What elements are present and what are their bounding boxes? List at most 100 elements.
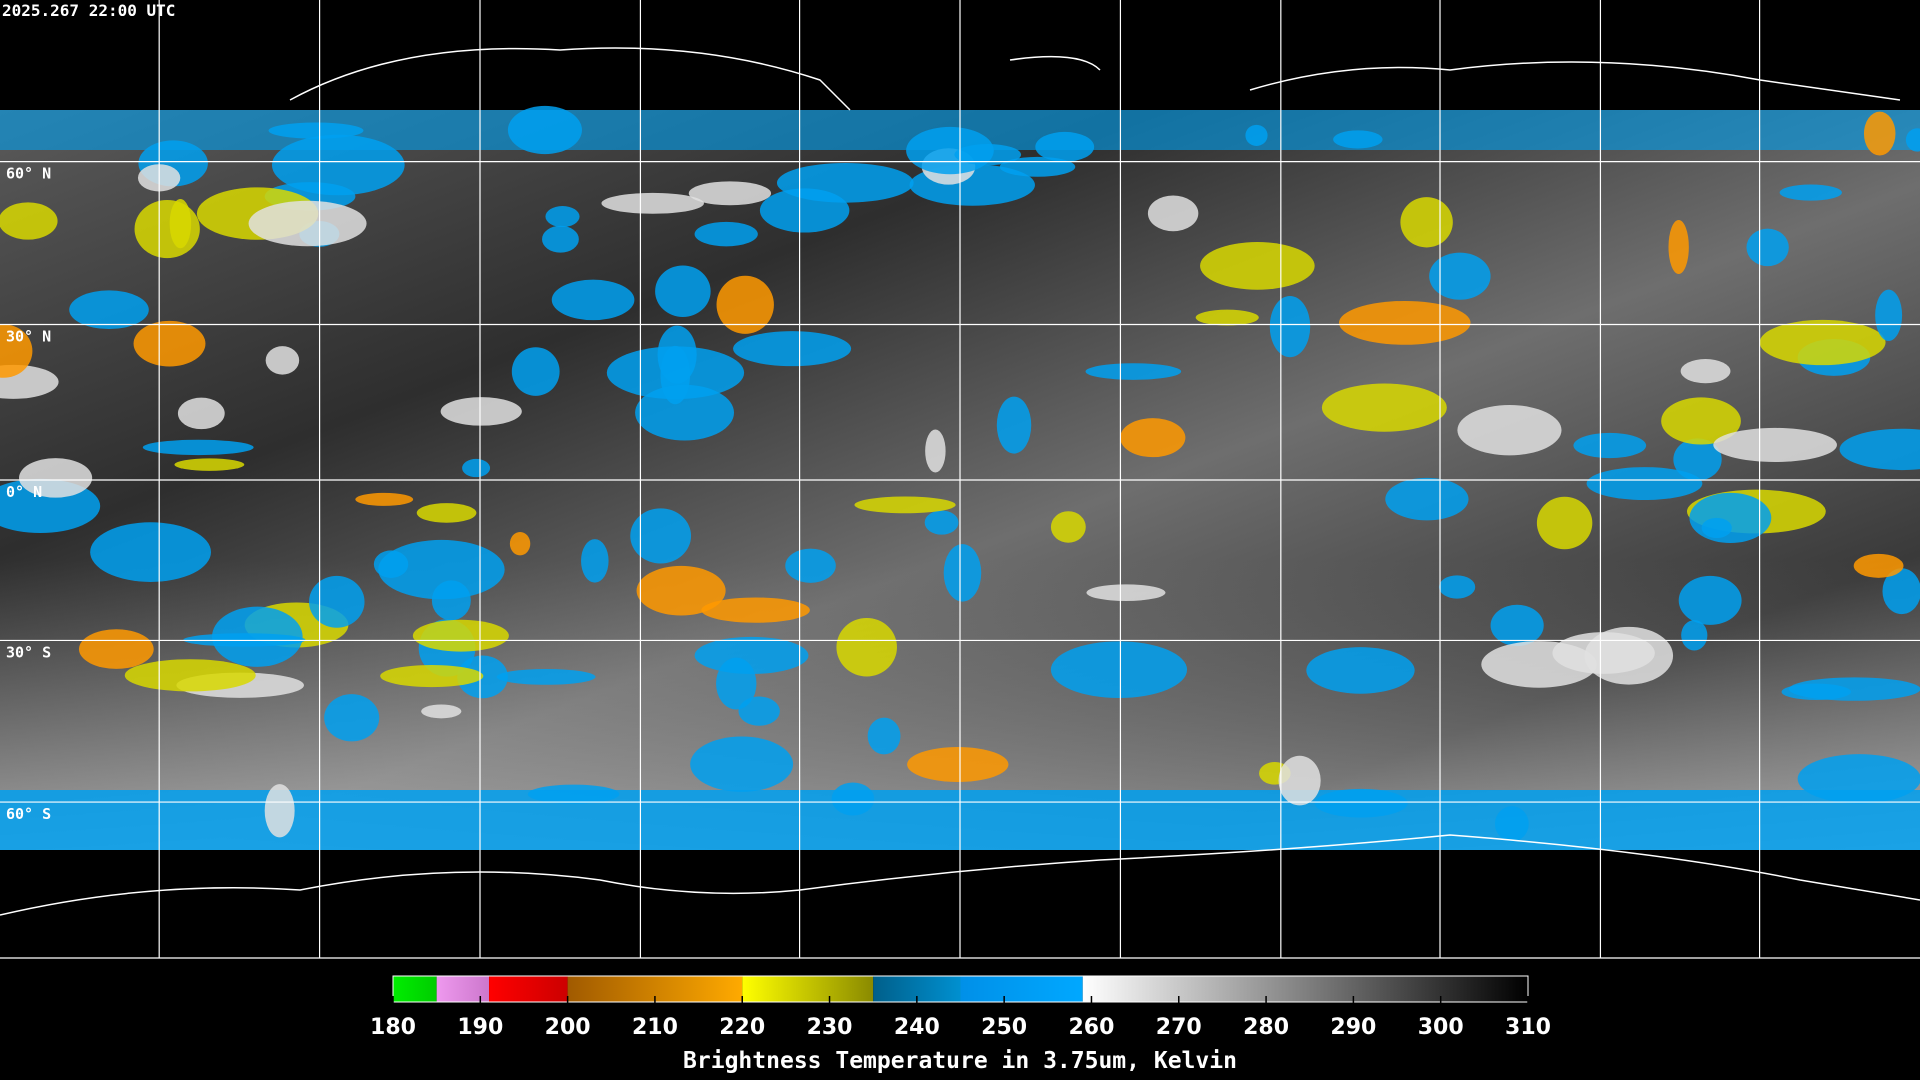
cloud-blob bbox=[1839, 428, 1920, 471]
cloud-blob bbox=[1147, 195, 1199, 232]
cloud-blob bbox=[1314, 788, 1408, 818]
cloud-blob bbox=[1050, 641, 1188, 699]
cloud-blob bbox=[142, 439, 254, 456]
coastlines bbox=[0, 47, 1920, 916]
latitude-label: 30° S bbox=[6, 643, 51, 661]
cloud-blob bbox=[924, 510, 959, 535]
cloud-blob bbox=[248, 200, 367, 247]
cloud-blob bbox=[716, 275, 774, 334]
cloud-blob bbox=[1573, 432, 1647, 459]
cloud-blob bbox=[1797, 754, 1920, 804]
colorbar-segment bbox=[436, 976, 490, 1002]
cloud-blob bbox=[1905, 128, 1920, 152]
cloud-blob bbox=[545, 206, 580, 228]
cloud-blob bbox=[906, 126, 994, 175]
cloud-blob bbox=[999, 156, 1076, 177]
cloud-blob bbox=[1494, 806, 1529, 842]
cloud-blob bbox=[507, 105, 582, 155]
cloud-blob bbox=[373, 550, 409, 578]
cloud-blob bbox=[324, 694, 380, 742]
colorbar-tick-label: 180 bbox=[370, 1015, 416, 1040]
cloud-blob bbox=[90, 522, 211, 582]
graticule bbox=[0, 0, 1920, 959]
colorbar-tick-label: 300 bbox=[1418, 1015, 1464, 1040]
cloud-blob bbox=[1863, 111, 1896, 156]
cloud-blob bbox=[1713, 427, 1837, 462]
cloud-blob bbox=[551, 279, 635, 321]
colorbar-tick-label: 240 bbox=[894, 1015, 940, 1040]
cloud-blob bbox=[1269, 295, 1311, 358]
cloud-blob bbox=[496, 668, 596, 685]
cloud-blob bbox=[1429, 252, 1491, 300]
colorbar-tick-label: 230 bbox=[807, 1015, 853, 1040]
cloud-blob bbox=[1661, 397, 1741, 445]
colorbar-tick-label: 190 bbox=[457, 1015, 503, 1040]
cloud-blob bbox=[759, 188, 850, 233]
cloud-blob bbox=[1689, 492, 1772, 544]
cloud-blob bbox=[1035, 131, 1095, 162]
cloud-blob bbox=[416, 503, 477, 523]
cloud-blob bbox=[509, 532, 531, 556]
cloud-blob bbox=[1678, 575, 1742, 625]
cloud-blob bbox=[1853, 553, 1904, 578]
cloud-blob bbox=[1438, 575, 1476, 599]
cloud-blob bbox=[601, 192, 704, 214]
cloud-blob bbox=[462, 458, 491, 478]
cloud-blob bbox=[1586, 467, 1703, 501]
colorbar-tick-label: 210 bbox=[632, 1015, 678, 1040]
cloud-blob bbox=[1680, 359, 1731, 384]
cloud-blob bbox=[636, 565, 726, 616]
cloud-blob bbox=[380, 665, 484, 688]
cloud-blob bbox=[527, 784, 620, 804]
cloud-blob bbox=[1668, 219, 1689, 275]
cloud-blob bbox=[1321, 383, 1447, 432]
cloud-blob bbox=[907, 747, 1009, 782]
cloud-blob bbox=[854, 496, 956, 514]
cloud-blob bbox=[831, 782, 875, 816]
cloud-blob bbox=[1385, 477, 1469, 521]
cloud-blob bbox=[1673, 438, 1722, 481]
cloud-blob bbox=[1882, 568, 1920, 615]
coastline bbox=[1249, 61, 1901, 101]
cloud-blob bbox=[1195, 309, 1259, 326]
cloud-blob bbox=[511, 347, 560, 396]
coastline bbox=[1009, 55, 1101, 71]
colorbar-segment bbox=[393, 976, 437, 1002]
colorbar-tick-label: 200 bbox=[545, 1015, 591, 1040]
colorbar-segment bbox=[1082, 976, 1528, 1002]
colorbar-segment bbox=[742, 976, 874, 1002]
cloud-blob bbox=[867, 717, 901, 755]
cloud-blob bbox=[69, 290, 149, 330]
cloud-blob bbox=[701, 597, 810, 623]
colorbar-segment bbox=[489, 976, 568, 1002]
cloud-blob bbox=[174, 458, 245, 471]
colorbar-title: Brightness Temperature in 3.75um, Kelvin bbox=[683, 1048, 1237, 1074]
coastline bbox=[0, 834, 1920, 916]
cloud-blob bbox=[378, 539, 505, 600]
latitude-label: 60° N bbox=[6, 165, 51, 183]
colorbar-segment bbox=[960, 976, 1083, 1002]
cloud-blob bbox=[655, 265, 711, 317]
cloud-blob bbox=[1278, 755, 1321, 806]
cloud-blob bbox=[271, 134, 405, 196]
cloud-blob bbox=[169, 198, 192, 249]
cloud-blob bbox=[421, 704, 462, 719]
cloud-blob bbox=[836, 617, 897, 677]
cloud-blob bbox=[1120, 418, 1186, 458]
colorbar: 180 190 200 210 220 230 240 250 260 270 280 290 300 3… bbox=[370, 975, 1551, 1040]
cloud-blob bbox=[309, 575, 365, 628]
cloud-blob bbox=[785, 548, 836, 583]
cloud-blob bbox=[1536, 496, 1593, 550]
cloud-blob bbox=[606, 346, 745, 400]
cloud-blob bbox=[1746, 228, 1789, 267]
colorbar-tick-label: 250 bbox=[981, 1015, 1027, 1040]
cloud-blob bbox=[355, 492, 414, 506]
cloud-blob bbox=[542, 225, 579, 253]
cloud-blob bbox=[1875, 289, 1903, 341]
cloud-blob bbox=[19, 458, 93, 498]
cloud-blob bbox=[1050, 511, 1086, 543]
cloud-blob bbox=[133, 320, 206, 367]
cloud-blob bbox=[1681, 620, 1708, 651]
colorbar-tick-label: 280 bbox=[1243, 1015, 1289, 1040]
